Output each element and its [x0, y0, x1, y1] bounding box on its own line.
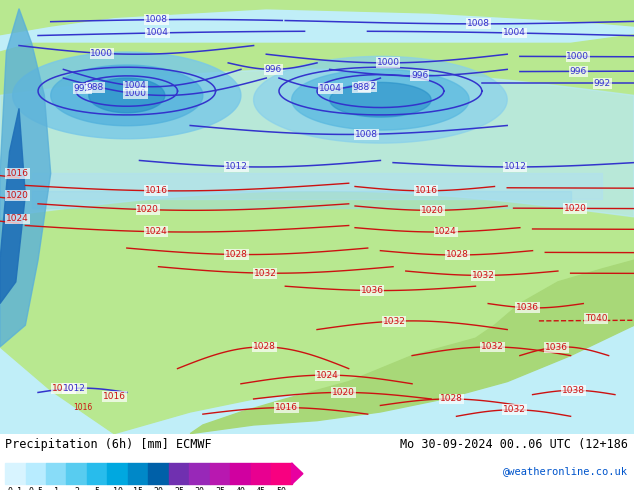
Text: 1020: 1020: [6, 191, 29, 199]
Polygon shape: [0, 35, 634, 260]
Text: 1028: 1028: [446, 250, 469, 260]
Text: 35: 35: [215, 487, 225, 490]
Bar: [107, 463, 128, 484]
Text: 1000: 1000: [91, 49, 113, 58]
Text: 1024: 1024: [6, 215, 29, 223]
Text: 40: 40: [235, 487, 245, 490]
Text: Mo 30-09-2024 00..06 UTC (12+186: Mo 30-09-2024 00..06 UTC (12+186: [399, 438, 628, 451]
Text: 30: 30: [195, 487, 205, 490]
Text: 1020: 1020: [421, 206, 444, 215]
Bar: [230, 463, 250, 484]
Text: 996: 996: [411, 72, 428, 80]
Bar: [25, 463, 46, 484]
Bar: [148, 463, 169, 484]
Bar: [67, 463, 87, 484]
Text: 1020: 1020: [136, 205, 159, 214]
Text: 1038: 1038: [562, 386, 585, 395]
Text: 1004: 1004: [146, 28, 169, 37]
Text: 20: 20: [153, 487, 164, 490]
Text: 1032: 1032: [503, 405, 526, 415]
Text: 1028: 1028: [253, 343, 276, 351]
Text: 25: 25: [174, 487, 184, 490]
Text: 1024: 1024: [316, 370, 339, 380]
Bar: [87, 463, 107, 484]
Text: 1036: 1036: [515, 303, 539, 312]
Polygon shape: [0, 9, 51, 347]
Text: 2: 2: [74, 487, 79, 490]
Text: @weatheronline.co.uk: @weatheronline.co.uk: [503, 466, 628, 476]
Text: 15: 15: [133, 487, 143, 490]
Text: 1008: 1008: [355, 130, 378, 139]
Text: 992: 992: [593, 79, 611, 88]
Text: 0.1: 0.1: [8, 487, 23, 490]
Text: 1020: 1020: [564, 204, 586, 213]
Text: 1004: 1004: [319, 84, 342, 94]
Bar: [210, 463, 230, 484]
Text: 1028: 1028: [225, 250, 248, 259]
Text: 1000: 1000: [124, 89, 147, 98]
Text: 0.5: 0.5: [29, 487, 43, 490]
Text: 1004: 1004: [503, 28, 526, 38]
Text: 5: 5: [94, 487, 100, 490]
Text: 1000: 1000: [377, 58, 399, 68]
Text: 1036: 1036: [545, 343, 568, 352]
Polygon shape: [0, 0, 634, 35]
Text: 1016: 1016: [73, 403, 92, 412]
Text: 992: 992: [74, 84, 91, 94]
Text: 1020: 1020: [52, 384, 75, 392]
Text: 1000: 1000: [566, 52, 590, 61]
Bar: [271, 463, 292, 484]
Bar: [169, 463, 190, 484]
Text: 988: 988: [86, 83, 104, 92]
Polygon shape: [51, 65, 203, 126]
Polygon shape: [292, 70, 469, 130]
Text: 988: 988: [353, 83, 370, 92]
Text: T040: T040: [585, 314, 607, 323]
Polygon shape: [89, 78, 165, 113]
Text: 10: 10: [113, 487, 122, 490]
Text: 1004: 1004: [124, 81, 146, 91]
Text: 1024: 1024: [145, 227, 167, 236]
Text: 1020: 1020: [332, 388, 355, 397]
Text: 45: 45: [256, 487, 266, 490]
Text: 1016: 1016: [415, 186, 437, 196]
Text: 1: 1: [54, 487, 59, 490]
Text: 1036: 1036: [361, 286, 384, 295]
Text: 1016: 1016: [145, 186, 167, 195]
Text: Precipitation (6h) [mm] ECMWF: Precipitation (6h) [mm] ECMWF: [5, 438, 212, 451]
Text: 1012: 1012: [503, 163, 526, 172]
Text: 1012: 1012: [225, 162, 249, 171]
Text: 1016: 1016: [103, 392, 126, 401]
Bar: [5, 463, 25, 484]
Polygon shape: [0, 65, 634, 434]
Bar: [46, 463, 67, 484]
Text: 1016: 1016: [275, 403, 298, 412]
Text: 1032: 1032: [472, 271, 495, 280]
Polygon shape: [13, 52, 241, 139]
Polygon shape: [292, 463, 303, 484]
Text: 1032: 1032: [382, 317, 406, 326]
Polygon shape: [190, 260, 634, 434]
Polygon shape: [254, 56, 507, 143]
Bar: [190, 463, 210, 484]
Text: 996: 996: [569, 67, 586, 76]
Bar: [128, 463, 148, 484]
Text: 1016: 1016: [6, 169, 29, 178]
Text: 1008: 1008: [145, 15, 168, 24]
Text: 996: 996: [265, 65, 282, 74]
Text: 50: 50: [276, 487, 287, 490]
Text: 1032: 1032: [254, 269, 276, 278]
Text: 1032: 1032: [481, 343, 504, 351]
Text: 1012: 1012: [63, 384, 86, 393]
Text: 992: 992: [359, 82, 377, 91]
Text: 1008: 1008: [467, 19, 490, 28]
Polygon shape: [0, 70, 634, 217]
Text: 1024: 1024: [434, 227, 457, 237]
Bar: [250, 463, 271, 484]
Polygon shape: [0, 108, 25, 304]
Polygon shape: [330, 82, 431, 117]
Text: 1028: 1028: [440, 394, 463, 403]
